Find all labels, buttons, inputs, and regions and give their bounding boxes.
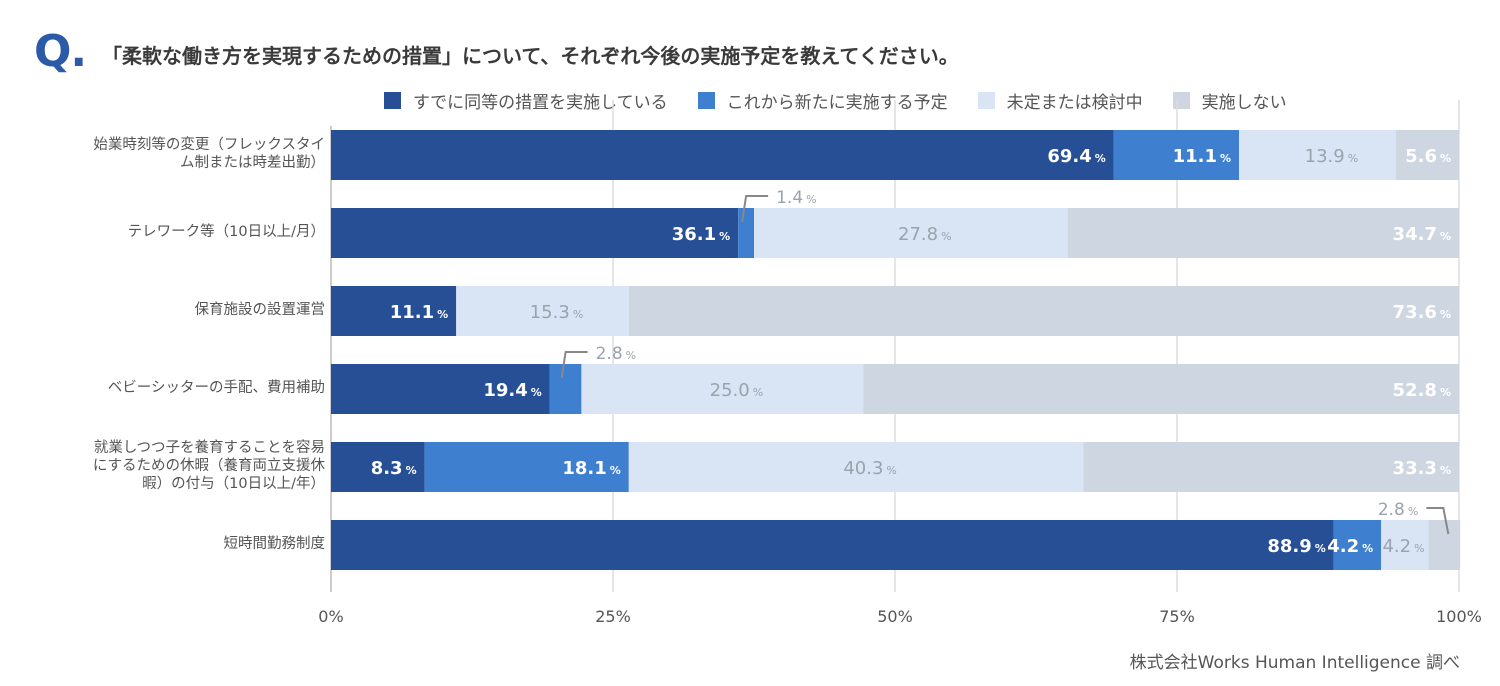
category-label: ベビーシッターの手配、費用補助 bbox=[25, 379, 325, 397]
data-label: 25.0% bbox=[710, 380, 764, 401]
data-label: 13.9% bbox=[1305, 146, 1359, 167]
data-label: 52.8% bbox=[1393, 380, 1451, 401]
data-label: 33.3% bbox=[1393, 458, 1451, 479]
callout-label: 1.4% bbox=[741, 188, 817, 223]
data-label: 69.4% bbox=[1047, 146, 1105, 167]
callout-label: 2.8% bbox=[1378, 500, 1450, 535]
bar-segment bbox=[1239, 130, 1396, 180]
data-label: 4.2% bbox=[1382, 536, 1424, 557]
callout-leader-line bbox=[741, 195, 769, 223]
bar-segment bbox=[1381, 520, 1429, 570]
bar-segment bbox=[331, 208, 739, 258]
category-label: 短時間勤務制度 bbox=[25, 535, 326, 553]
category-label-line: 就業しつつ子を養育することを容易 bbox=[93, 440, 325, 456]
legend-item: 実施しない bbox=[1172, 88, 1287, 113]
x-tick-label: 75% bbox=[1159, 607, 1195, 626]
bar-segment bbox=[456, 286, 629, 336]
legend-item: 未定または検討中 bbox=[977, 88, 1143, 113]
data-label: 8.3% bbox=[371, 458, 417, 479]
callout-leader-line bbox=[560, 351, 588, 379]
bar-segment bbox=[1067, 208, 1459, 258]
data-label: 18.1% bbox=[562, 458, 620, 479]
legend-swatch bbox=[384, 92, 401, 109]
data-label: 34.7% bbox=[1393, 224, 1451, 245]
legend-label: すでに同等の措置を実施している bbox=[413, 93, 668, 113]
data-label: 40.3% bbox=[843, 458, 897, 479]
bar-segment bbox=[424, 442, 629, 492]
legend-swatch bbox=[977, 92, 995, 109]
data-label: 5.6% bbox=[1405, 146, 1451, 167]
data-label: 1.4% bbox=[776, 188, 817, 208]
bar-segment bbox=[1083, 442, 1459, 492]
callout-label: 2.8% bbox=[560, 344, 637, 379]
bar-segment bbox=[863, 364, 1459, 414]
category-label-line: ム制または時差出勤） bbox=[180, 155, 325, 171]
x-tick-label: 100% bbox=[1436, 607, 1482, 626]
bar-segment bbox=[1428, 520, 1461, 570]
bar-segment bbox=[1333, 520, 1382, 570]
bar-segment bbox=[738, 208, 754, 258]
bar-segment bbox=[628, 286, 1459, 336]
data-label: 19.4% bbox=[483, 380, 541, 401]
category-label: テレワーク等（10日以上/月） bbox=[25, 223, 325, 241]
question-title: 「柔軟な働き方を実現するための措置」について、それぞれ今後の実施予定を教えてくだ… bbox=[102, 44, 959, 68]
legend-item: これから新たに実施する予定 bbox=[697, 88, 948, 113]
data-label: 15.3% bbox=[530, 302, 584, 323]
data-label: 4.2% bbox=[1327, 536, 1373, 557]
bar-segment bbox=[331, 442, 425, 492]
data-label: 36.1% bbox=[672, 224, 730, 245]
x-tick-label: 25% bbox=[595, 607, 631, 626]
bar-segment bbox=[331, 520, 1334, 570]
bar-segment bbox=[549, 364, 582, 414]
category-label: 保育施設の設置運営 bbox=[25, 301, 326, 319]
legend-label: これから新たに実施する予定 bbox=[726, 93, 948, 113]
data-label: 2.8% bbox=[596, 344, 637, 364]
data-label: 2.8% bbox=[1378, 500, 1419, 520]
data-label: 11.1% bbox=[390, 302, 448, 323]
question-mark: Q. bbox=[34, 26, 87, 77]
bar-segment bbox=[331, 286, 457, 336]
data-label: 88.9% bbox=[1267, 536, 1325, 557]
source-note: 株式会社Works Human Intelligence 調べ bbox=[1129, 653, 1460, 673]
category-label: 就業しつつ子を養育することを容易 にするための休暇（養育両立支援休暇）の付与（10… bbox=[25, 439, 325, 493]
category-label: 始業時刻等の変更（フレックスタイム制または時差出勤） bbox=[25, 136, 325, 172]
legend-swatch bbox=[697, 92, 715, 109]
x-tick-label: 0% bbox=[318, 607, 343, 626]
legend-label: 未定または検討中 bbox=[1006, 93, 1143, 113]
data-label: 73.6% bbox=[1393, 302, 1451, 323]
category-label-line: テレワーク等（10日以上/月） bbox=[127, 224, 325, 240]
category-label-line: 始業時刻等の変更（フレックスタイ bbox=[93, 137, 325, 153]
bar-segment bbox=[628, 442, 1084, 492]
chart-legend: すでに同等の措置を実施している これから新たに実施する予定 未定または検討中 実施しな… bbox=[384, 88, 1317, 113]
bar-segment bbox=[1113, 130, 1240, 180]
category-label-line: ベビーシッターの手配、費用補助 bbox=[107, 380, 325, 396]
legend-item: すでに同等の措置を実施している bbox=[384, 88, 668, 113]
bar-segment bbox=[331, 130, 1114, 180]
data-label: 27.8% bbox=[898, 224, 952, 245]
x-tick-label: 50% bbox=[877, 607, 913, 626]
bar-segment bbox=[331, 364, 550, 414]
category-label-line: 短時間勤務制度 bbox=[223, 536, 326, 552]
bar-segment bbox=[754, 208, 1068, 258]
legend-label: 実施しない bbox=[1201, 93, 1287, 113]
callout-leader-line bbox=[1426, 507, 1450, 535]
bar-segment bbox=[1395, 130, 1459, 180]
category-label-line: 保育施設の設置運営 bbox=[194, 302, 326, 318]
category-label-line: 暇）の付与（10日以上/年） bbox=[142, 476, 325, 492]
data-label: 11.1% bbox=[1173, 146, 1231, 167]
bar-segment bbox=[581, 364, 864, 414]
category-label-line: にするための休暇（養育両立支援休 bbox=[92, 458, 325, 474]
